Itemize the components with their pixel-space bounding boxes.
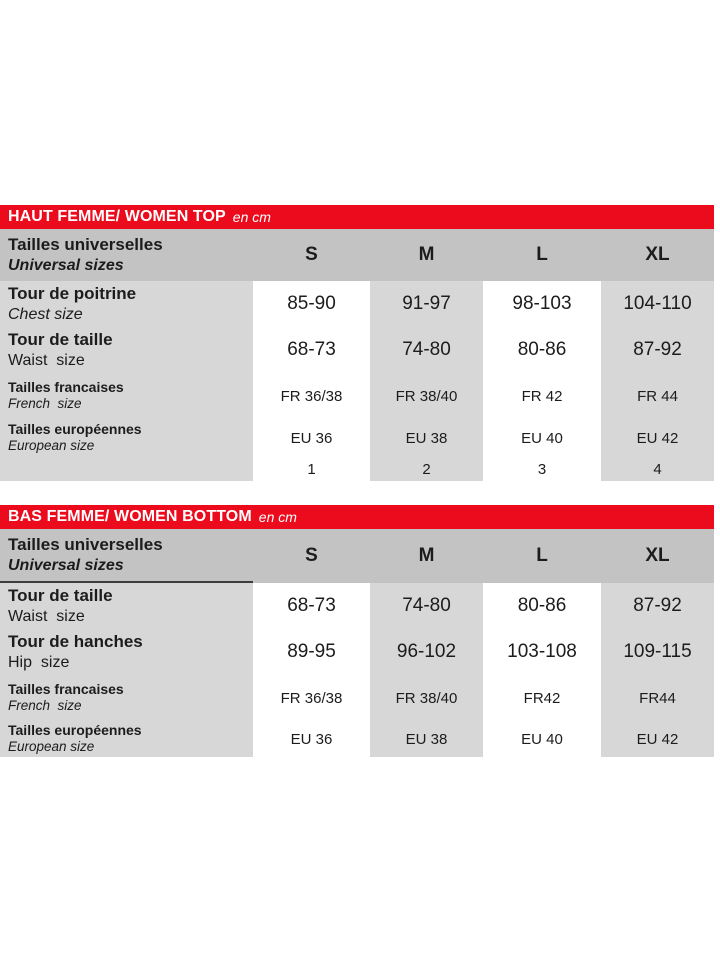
row-label-en: Waist size: [8, 351, 85, 369]
table-title: BAS FEMME/ WOMEN BOTTOM: [8, 508, 252, 525]
size-value-m: FR 38/40: [370, 675, 483, 721]
size-value-s: FR 36/38: [253, 373, 370, 419]
size-value-s: EU 36: [253, 721, 370, 757]
header-label-fr: Tailles universelles: [8, 534, 163, 554]
size-value-xl: 87-92: [601, 327, 714, 373]
size-value-xl: 87-92: [601, 583, 714, 629]
size-value-m: 91-97: [370, 281, 483, 327]
column-header-l: L: [536, 545, 548, 566]
row-label-en: European size: [8, 438, 95, 454]
row-label-fr: Tailles francaises: [8, 681, 124, 698]
size-value-xl: 109-115: [601, 629, 714, 675]
size-value-m: 74-80: [370, 583, 483, 629]
column-header-l: L: [536, 244, 548, 265]
table-row-waist: Tour de taille Waist size 68-73 74-80 80…: [0, 583, 714, 629]
size-value-s: 89-95: [253, 629, 370, 675]
row-label-cell: Tailles francaises French size: [0, 373, 253, 419]
table-row-european-size: Tailles européennes European size EU 36 …: [0, 419, 714, 457]
size-table-women-bottom: BAS FEMME/ WOMEN BOTTOM en cm Tailles un…: [0, 505, 714, 757]
size-number-l: 3: [483, 457, 601, 481]
size-value-l: EU 40: [483, 721, 601, 757]
size-value-l: 103-108: [483, 629, 601, 675]
row-label-cell: Tailles européennes European size: [0, 419, 253, 457]
header-label-fr: Tailles universelles: [8, 234, 163, 254]
size-value-m: FR 38/40: [370, 373, 483, 419]
size-number-m: 2: [370, 457, 483, 481]
size-value-m: EU 38: [370, 721, 483, 757]
size-value-l: FR42: [483, 675, 601, 721]
row-label-cell: Tour de poitrine Chest size: [0, 281, 253, 327]
table-row-hip: Tour de hanches Hip size 89-95 96-102 10…: [0, 629, 714, 675]
size-value-xl: FR 44: [601, 373, 714, 419]
header-label-en: Universal sizes: [8, 556, 124, 574]
row-label-en: Hip size: [8, 653, 70, 671]
column-header-m: M: [418, 545, 435, 566]
column-header-s: S: [305, 545, 318, 566]
table-header-row: Tailles universelles Universal sizes S M…: [0, 229, 714, 281]
table-row-french-size: Tailles francaises French size FR 36/38 …: [0, 675, 714, 721]
table-row-european-size: Tailles européennes European size EU 36 …: [0, 721, 714, 757]
row-label-fr: Tour de taille: [8, 329, 113, 349]
size-value-s: FR 36/38: [253, 675, 370, 721]
table-title: HAUT FEMME/ WOMEN TOP: [8, 208, 226, 225]
size-value-l: 80-86: [483, 583, 601, 629]
size-value-s: EU 36: [253, 419, 370, 457]
row-label-cell: Tour de taille Waist size: [0, 583, 253, 629]
size-value-m: 96-102: [370, 629, 483, 675]
table-title-bar: BAS FEMME/ WOMEN BOTTOM en cm: [0, 505, 714, 529]
column-header-s: S: [305, 244, 318, 265]
size-value-l: FR 42: [483, 373, 601, 419]
row-label-en: European size: [8, 739, 95, 755]
table-title-bar: HAUT FEMME/ WOMEN TOP en cm: [0, 205, 714, 229]
row-label-cell: Tailles francaises French size: [0, 675, 253, 721]
size-table-women-top: HAUT FEMME/ WOMEN TOP en cm Tailles univ…: [0, 205, 714, 481]
size-number-xl: 4: [601, 457, 714, 481]
row-label-fr: Tour de poitrine: [8, 283, 137, 303]
table-row-size-numbers: 1 2 3 4: [0, 457, 714, 481]
table-row-chest: Tour de poitrine Chest size 85-90 91-97 …: [0, 281, 714, 327]
table-unit: en cm: [232, 209, 271, 225]
size-value-l: 98-103: [483, 281, 601, 327]
row-label-en: Chest size: [8, 305, 83, 323]
row-label-fr: Tailles francaises: [8, 379, 124, 396]
size-value-s: 68-73: [253, 583, 370, 629]
size-value-xl: FR44: [601, 675, 714, 721]
column-header-m: M: [418, 244, 435, 265]
size-value-xl: EU 42: [601, 721, 714, 757]
universal-sizes-header-cell: Tailles universelles Universal sizes: [0, 229, 253, 281]
size-value-s: 68-73: [253, 327, 370, 373]
row-label-fr: Tour de taille: [8, 585, 113, 605]
size-value-l: EU 40: [483, 419, 601, 457]
table-header-row: Tailles universelles Universal sizes S M…: [0, 529, 714, 583]
row-label-en: Waist size: [8, 607, 85, 625]
size-value-l: 80-86: [483, 327, 601, 373]
table-row-waist: Tour de taille Waist size 68-73 74-80 80…: [0, 327, 714, 373]
size-value-xl: EU 42: [601, 419, 714, 457]
universal-sizes-header-cell: Tailles universelles Universal sizes: [0, 529, 253, 583]
header-label-en: Universal sizes: [8, 256, 124, 274]
row-label-cell: Tour de hanches Hip size: [0, 629, 253, 675]
row-label-fr: Tailles européennes: [8, 421, 142, 438]
size-value-m: EU 38: [370, 419, 483, 457]
column-header-xl: XL: [645, 545, 670, 566]
size-number-s: 1: [253, 457, 370, 481]
size-value-m: 74-80: [370, 327, 483, 373]
table-row-french-size: Tailles francaises French size FR 36/38 …: [0, 373, 714, 419]
table-unit: en cm: [258, 509, 297, 525]
column-header-xl: XL: [645, 244, 670, 265]
size-value-s: 85-90: [253, 281, 370, 327]
size-value-xl: 104-110: [601, 281, 714, 327]
row-label-cell: Tour de taille Waist size: [0, 327, 253, 373]
row-label-en: French size: [8, 698, 82, 714]
row-label-fr: Tailles européennes: [8, 722, 142, 739]
row-label-cell: Tailles européennes European size: [0, 721, 253, 757]
row-label-fr: Tour de hanches: [8, 631, 143, 651]
row-label-en: French size: [8, 396, 82, 412]
row-label-cell: [0, 457, 253, 481]
